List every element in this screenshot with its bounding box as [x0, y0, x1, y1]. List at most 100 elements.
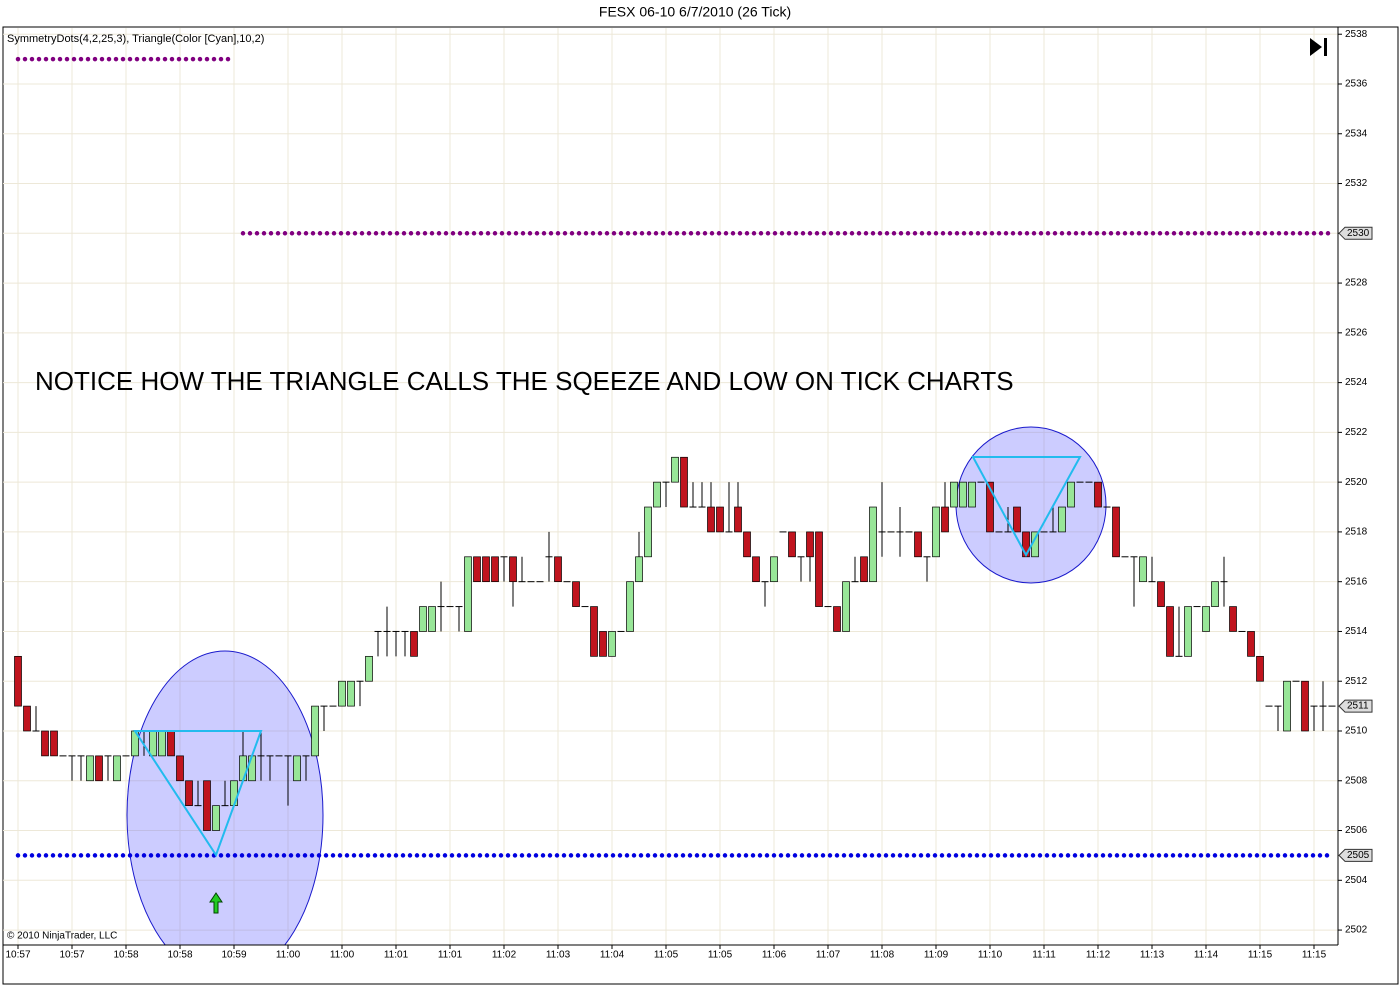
symmetry-dots [15, 56, 1335, 858]
candle-body [770, 556, 778, 583]
candle-body [1247, 631, 1255, 657]
candle-body [293, 755, 301, 782]
highlight-ellipse [126, 650, 324, 945]
triangle [133, 730, 263, 858]
x-tick-label: 10:59 [221, 950, 246, 961]
annotation: NOTICE HOW THE TRIANGLE CALLS THE SQEEZE… [35, 366, 1014, 396]
candle-body [419, 606, 427, 632]
candle-body [671, 456, 679, 483]
candle-body [572, 581, 580, 607]
candle-body [149, 730, 157, 757]
candle-body [932, 506, 940, 558]
candle-body [95, 755, 103, 782]
drawings-front [133, 38, 1327, 914]
candle-body [212, 805, 220, 831]
candle-body [986, 481, 994, 533]
candle-body [734, 506, 742, 533]
y-tick-label: 2510 [1345, 726, 1368, 737]
candle-body [347, 680, 355, 707]
candle-body [23, 705, 31, 732]
candle-body [626, 581, 634, 632]
price-marker-box [1338, 848, 1373, 862]
candle-body [1283, 680, 1291, 732]
candle-body [239, 755, 247, 782]
candle-body [113, 755, 121, 782]
candle-body [1211, 581, 1219, 607]
y-tick-label: 2522 [1345, 427, 1368, 438]
candle-body [599, 631, 607, 657]
x-tick-label: 11:07 [816, 950, 841, 961]
y-tick-label: 2502 [1345, 925, 1368, 936]
x-tick-label: 11:12 [1086, 950, 1111, 961]
candle-body [635, 556, 643, 583]
scroll-end-button[interactable] [1310, 38, 1327, 56]
candle-body [788, 531, 796, 558]
candle-body [680, 456, 688, 508]
chart-title: FESX 06-10 6/7/2010 (26 Tick) [599, 4, 791, 20]
candle-body [185, 780, 193, 806]
candle-body [1013, 506, 1021, 533]
x-tick-label: 11:10 [978, 950, 1003, 961]
y-tick-label: 2508 [1345, 775, 1368, 786]
y-tick-label: 2514 [1345, 626, 1368, 637]
y-tick-label: 2526 [1345, 327, 1368, 338]
candle-body [554, 556, 562, 583]
candle-body [752, 556, 760, 583]
candle-body [1094, 481, 1102, 508]
candle-body [167, 730, 175, 757]
candle-body [716, 506, 724, 533]
y-tick-label: 2536 [1345, 79, 1368, 90]
x-tick-label: 11:06 [762, 950, 787, 961]
candle-body [959, 481, 967, 508]
candle-body [869, 506, 877, 583]
candle-body [968, 481, 976, 508]
candle-body [1157, 581, 1165, 607]
y-tick-label: 2528 [1345, 278, 1368, 289]
candle-body [482, 556, 490, 583]
candle-body [473, 556, 481, 583]
candle-body [842, 581, 850, 632]
y-tick-label: 2512 [1345, 676, 1368, 687]
candle-body [833, 606, 841, 632]
candle-body [176, 755, 184, 782]
candle-body [1202, 606, 1210, 632]
x-tick-label: 11:01 [438, 950, 463, 961]
price-marker-label: 2505 [1347, 850, 1370, 861]
candle-body [86, 755, 94, 782]
candle-body [491, 556, 499, 583]
grid [3, 28, 1338, 945]
triangle [971, 456, 1082, 558]
candle-body [1229, 606, 1237, 632]
x-tick-label: 11:04 [600, 950, 625, 961]
candle-body [1139, 556, 1147, 583]
candle-body [941, 506, 949, 533]
candle-body [1112, 506, 1120, 558]
x-tick-label: 11:00 [276, 950, 301, 961]
candle-body [707, 506, 715, 533]
y-tick-label: 2524 [1345, 377, 1368, 388]
y-tick-label: 2538 [1345, 29, 1368, 40]
x-tick-label: 11:15 [1302, 950, 1327, 961]
x-tick-label: 11:03 [546, 950, 571, 961]
candle-body [1067, 481, 1075, 508]
x-tick-label: 11:14 [1194, 950, 1219, 961]
x-tick-label: 11:02 [492, 950, 517, 961]
x-tick-label: 11:11 [1032, 950, 1056, 961]
candle-body [1301, 680, 1309, 732]
candle-body [860, 556, 868, 583]
candle-body [311, 705, 319, 757]
x-tick-label: 11:08 [870, 950, 895, 961]
candle-body [590, 606, 598, 657]
y-tick-label: 2518 [1345, 527, 1368, 538]
y-tick-label: 2532 [1345, 178, 1368, 189]
candle-body [338, 680, 346, 707]
candle-body [1184, 606, 1192, 657]
candle-body [644, 506, 652, 558]
candle-body [509, 556, 517, 583]
candle-body [410, 631, 418, 657]
candle-body [50, 730, 58, 757]
y-tick-label: 2516 [1345, 576, 1368, 587]
y-tick-label: 2534 [1345, 128, 1368, 139]
price-marker-label: 2511 [1347, 701, 1369, 712]
